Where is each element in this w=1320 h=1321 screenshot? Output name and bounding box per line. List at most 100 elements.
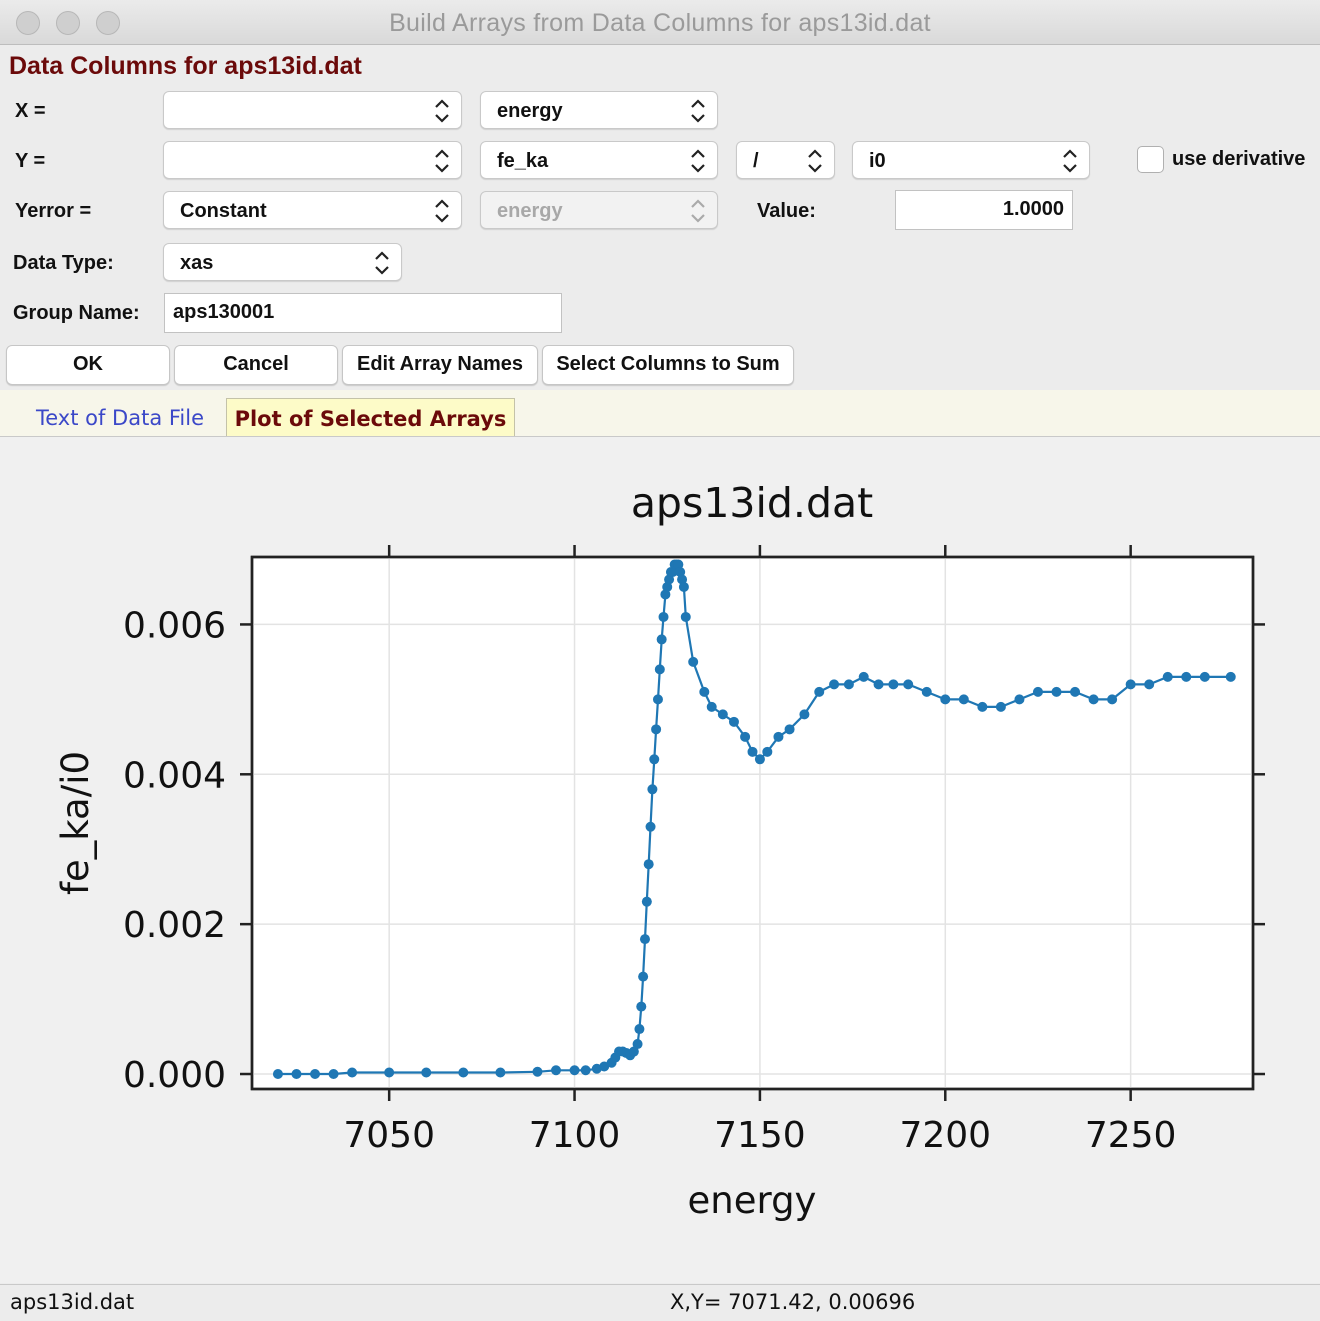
group-name-label: Group Name: — [13, 302, 140, 324]
close-window-button[interactable] — [16, 11, 40, 35]
status-filename: aps13id.dat — [10, 1290, 135, 1314]
data-point — [843, 679, 854, 690]
data-point — [636, 1001, 647, 1012]
chevron-updown-icon — [375, 251, 389, 275]
data-point — [1070, 686, 1081, 697]
data-point — [649, 754, 660, 765]
window-title: Build Arrays from Data Columns for aps13… — [389, 9, 931, 37]
data-point — [569, 1065, 580, 1076]
y-tick-label: 0.006 — [123, 605, 226, 646]
x-tick-label: 7250 — [1085, 1115, 1177, 1156]
y-operator-select[interactable]: / — [736, 141, 835, 179]
data-type-label: Data Type: — [13, 252, 114, 274]
data-point — [291, 1069, 302, 1080]
data-point — [628, 1046, 639, 1057]
yerror-label: Yerror = — [15, 200, 92, 222]
data-point — [673, 559, 684, 570]
plot-axes-frame — [250, 555, 1255, 1091]
minimize-window-button[interactable] — [56, 11, 80, 35]
data-point — [688, 656, 699, 667]
series-fe-ka-i0 — [272, 559, 1236, 1080]
data-point — [651, 724, 662, 735]
window-titlebar: Build Arrays from Data Columns for aps13… — [0, 0, 1320, 45]
data-point — [1225, 671, 1236, 682]
data-point — [658, 611, 669, 622]
data-point — [675, 566, 686, 577]
y-tick-label: 0.002 — [123, 905, 226, 946]
y-column-select-1[interactable] — [163, 141, 462, 179]
data-point — [680, 611, 691, 622]
data-point — [977, 701, 988, 712]
y-column-select-3[interactable]: i0 — [852, 141, 1090, 179]
data-point — [639, 934, 650, 945]
data-point — [347, 1067, 358, 1078]
yerror-type-select[interactable]: Constant — [163, 191, 462, 229]
data-point — [667, 566, 678, 577]
grid-lines — [252, 557, 1253, 1089]
data-point — [995, 701, 1006, 712]
data-point — [384, 1067, 395, 1078]
data-point — [458, 1067, 469, 1078]
group-name-field[interactable]: aps130001 — [164, 293, 562, 333]
x-label: X = — [15, 100, 46, 122]
data-point — [656, 634, 667, 645]
chevron-updown-icon — [1063, 149, 1077, 173]
data-point — [829, 679, 840, 690]
x-column-select-2[interactable]: energy — [480, 91, 718, 129]
plot-frame-outline — [250, 555, 1255, 1091]
y-operator-value: / — [753, 150, 759, 172]
data-point — [921, 686, 932, 697]
yerror-value-label: Value: — [757, 200, 816, 222]
y-column-select-2[interactable]: fe_ka — [480, 141, 718, 179]
x-column-select-1[interactable] — [163, 91, 462, 129]
cancel-button[interactable]: Cancel — [174, 345, 338, 385]
plot-panel[interactable]: aps13id.dat 7050 7100 7150 7200 7250 0.000 0.0… — [0, 437, 1320, 1283]
data-point — [643, 859, 654, 870]
data-point — [1125, 679, 1136, 690]
data-point — [641, 896, 652, 907]
data-point — [632, 1039, 643, 1050]
chevron-updown-icon — [435, 199, 449, 223]
data-point — [660, 589, 671, 600]
status-cursor-coords: X,Y= 7071.42, 0.00696 — [670, 1290, 916, 1314]
x-tick-label: 7100 — [529, 1115, 621, 1156]
data-point — [638, 971, 649, 982]
data-point — [706, 701, 717, 712]
y-select-2-value: fe_ka — [497, 150, 549, 172]
y-tick-label: 0.004 — [123, 755, 226, 796]
edit-array-names-button[interactable]: Edit Array Names — [342, 345, 538, 385]
data-point — [799, 709, 810, 720]
x-tick-label: 7050 — [343, 1115, 435, 1156]
data-point — [421, 1067, 432, 1078]
y-label: Y = — [15, 150, 46, 172]
yerror-column-value: energy — [497, 200, 563, 222]
tab-text-of-data-file[interactable]: Text of Data File — [35, 406, 205, 430]
data-point — [664, 574, 675, 585]
data-point — [754, 754, 765, 765]
y-select-3-value: i0 — [869, 150, 886, 172]
data-point — [1088, 694, 1099, 705]
tab-plot-of-selected-arrays[interactable]: Plot of Selected Arrays — [226, 398, 515, 436]
zoom-window-button[interactable] — [96, 11, 120, 35]
yerror-column-select[interactable]: energy — [480, 191, 718, 229]
notebook-tabs: Text of Data File Plot of Selected Array… — [0, 390, 1320, 437]
status-bar: aps13id.dat X,Y= 7071.42, 0.00696 — [0, 1284, 1320, 1321]
use-derivative-checkbox[interactable] — [1137, 146, 1164, 173]
yerror-type-value: Constant — [180, 200, 267, 222]
plot-canvas[interactable]: aps13id.dat 7050 7100 7150 7200 7250 0.000 0.0… — [0, 437, 1320, 1283]
data-point — [747, 746, 758, 757]
data-point — [762, 746, 773, 757]
select-columns-to-sum-button[interactable]: Select Columns to Sum — [542, 345, 794, 385]
data-point — [1144, 679, 1155, 690]
data-point — [728, 716, 739, 727]
data-point — [645, 821, 656, 832]
data-type-select[interactable]: xas — [163, 243, 402, 281]
axis-ticks: 7050 7100 7150 7200 7250 0.000 0.002 0.004 0.006 — [123, 545, 1265, 1156]
ok-button[interactable]: OK — [6, 345, 170, 385]
data-point — [654, 664, 665, 675]
data-point — [940, 694, 951, 705]
data-point — [740, 731, 751, 742]
yerror-value-field[interactable]: 1.0000 — [895, 190, 1073, 230]
data-point — [784, 724, 795, 735]
x-tick-label: 7200 — [899, 1115, 991, 1156]
